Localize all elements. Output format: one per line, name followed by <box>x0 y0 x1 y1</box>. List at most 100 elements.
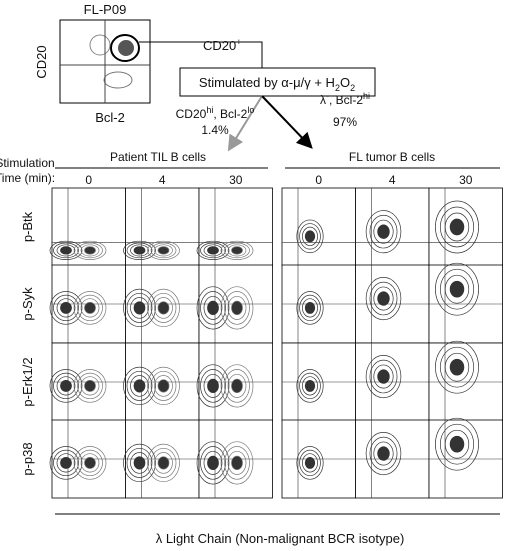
contour <box>299 372 321 400</box>
text-part: 2 <box>335 83 340 93</box>
contour <box>231 300 243 316</box>
branch-label: λ-​, Bcl-2hi​ <box>320 91 370 107</box>
contour <box>224 446 250 480</box>
contour <box>56 244 76 257</box>
contour <box>133 456 146 470</box>
contour <box>203 450 223 475</box>
contour <box>56 376 76 396</box>
contour <box>73 446 107 480</box>
plot-frame <box>281 187 356 267</box>
sample-label: FL-P09 <box>84 2 127 17</box>
row-label: p-Btk <box>20 211 35 242</box>
contour <box>227 295 247 320</box>
contour <box>302 376 318 396</box>
contour <box>207 246 219 255</box>
contour <box>224 291 250 325</box>
row-label: p-p38 <box>20 442 35 475</box>
contour <box>126 447 153 478</box>
contour <box>84 456 96 469</box>
contour <box>157 456 170 470</box>
contour <box>73 240 107 260</box>
contour <box>439 423 475 465</box>
contour <box>220 441 254 485</box>
contour <box>439 206 475 248</box>
contour <box>73 369 107 403</box>
contour <box>369 359 398 394</box>
contour <box>123 443 156 483</box>
contour <box>49 291 83 325</box>
text-part: hi <box>363 91 370 101</box>
contour <box>449 358 465 376</box>
contour <box>304 379 316 392</box>
contour <box>123 366 156 406</box>
contour <box>73 291 107 325</box>
contour <box>133 246 146 255</box>
contour <box>56 453 76 473</box>
contour <box>89 34 111 56</box>
contour <box>49 446 83 480</box>
contour <box>84 246 96 255</box>
text-part: , Bcl-2 <box>329 93 363 107</box>
contour <box>207 455 219 471</box>
contour <box>130 375 149 397</box>
contour <box>200 369 226 403</box>
contour <box>299 449 321 477</box>
contour <box>449 218 465 236</box>
contour <box>439 268 475 310</box>
contour <box>77 242 103 259</box>
contour <box>133 301 146 315</box>
contour <box>150 447 177 478</box>
contour <box>196 441 230 485</box>
contour <box>207 300 219 316</box>
text-part: 2 <box>350 83 355 93</box>
contour <box>220 286 254 330</box>
contour <box>365 210 402 254</box>
contour <box>302 453 318 473</box>
contour <box>302 226 318 246</box>
contour <box>373 441 394 466</box>
contour <box>60 246 72 255</box>
contour <box>377 446 390 461</box>
contour <box>231 378 243 394</box>
contour <box>130 452 149 474</box>
contour <box>203 373 223 398</box>
contour <box>203 244 223 257</box>
contour <box>196 240 230 260</box>
time-label: 0 <box>315 173 322 187</box>
contour <box>118 40 134 56</box>
text-part: - <box>326 91 329 101</box>
contour <box>80 244 100 257</box>
gate-circle <box>110 34 140 62</box>
contour <box>77 449 103 477</box>
contour <box>369 214 398 249</box>
contour <box>80 453 100 473</box>
text-part: lo <box>247 105 254 115</box>
text-part: λ <box>320 93 326 107</box>
x-axis-label: Bcl-2 <box>95 110 125 125</box>
time-header: Time (min): <box>0 171 55 185</box>
arrow <box>261 95 313 149</box>
contour <box>365 276 402 321</box>
contour <box>435 340 479 394</box>
time-label: 0 <box>85 173 92 187</box>
contour <box>123 240 156 260</box>
contour <box>147 443 180 483</box>
time-label: 4 <box>389 173 396 187</box>
contour <box>53 294 79 322</box>
branch-percent: 97% <box>333 115 357 129</box>
contour <box>365 354 402 399</box>
contour <box>77 372 103 400</box>
contour <box>369 281 398 316</box>
contour <box>196 364 230 408</box>
panel-title: Patient TIL B cells <box>110 150 206 164</box>
branch-label: CD20hi​, Bcl-2lo​ <box>176 105 255 121</box>
row-label: p-Syk <box>20 287 35 321</box>
contour <box>377 369 390 384</box>
contour <box>231 246 243 255</box>
contour <box>435 262 479 316</box>
contour <box>147 288 180 328</box>
contour <box>299 294 321 322</box>
contour <box>130 297 149 319</box>
contour <box>365 431 402 476</box>
